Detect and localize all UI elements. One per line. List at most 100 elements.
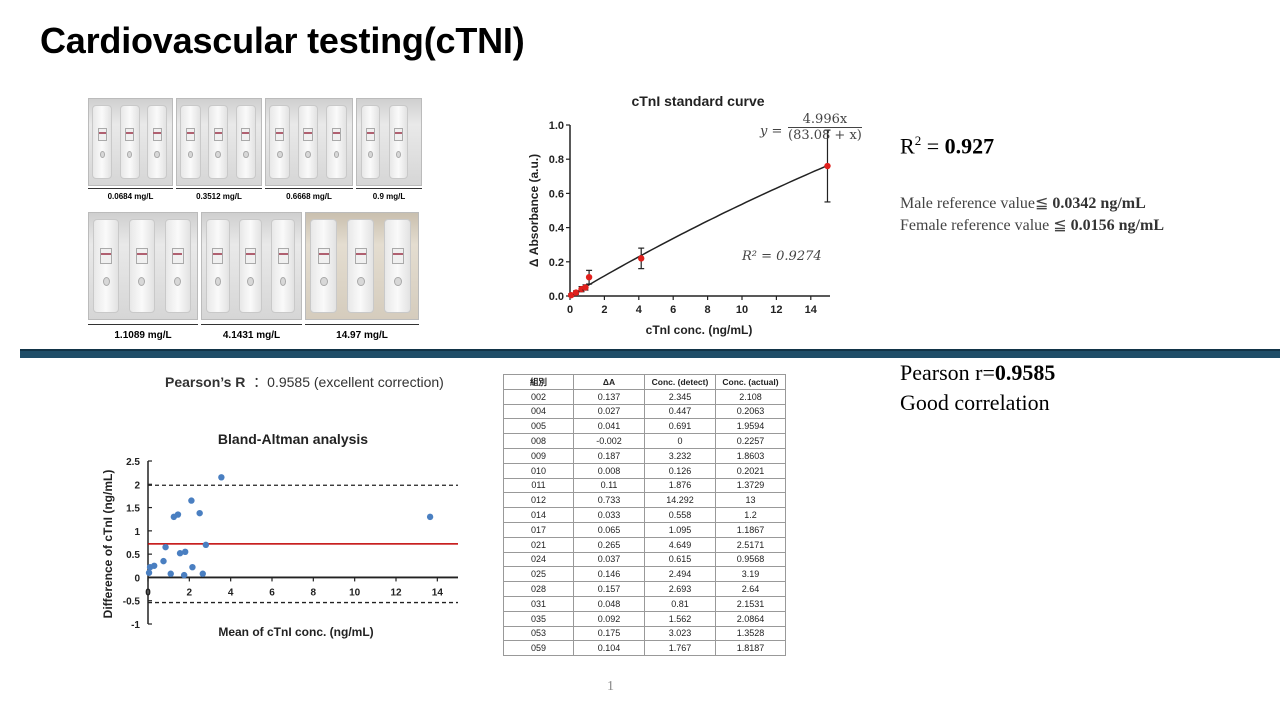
table-row: 017 0.065 1.095 1.1867	[503, 521, 786, 538]
test-strip-photo	[176, 98, 262, 186]
data-point	[188, 497, 195, 504]
photo-label: 0.9 mg/L	[372, 192, 406, 201]
table-row: 053 0.175 3.023 1.3528	[503, 625, 786, 642]
bland-altman-chart: Bland-Altman analysis 2.5 2 1.5 1 0.5 0 -0.5 -1 0…	[101, 431, 458, 639]
photo-cell: 0.9 mg/L	[356, 98, 422, 202]
table-cell: 024	[503, 551, 574, 568]
table-cell: 0.11	[573, 477, 645, 494]
equation-numerator: 4.996x	[788, 112, 862, 128]
table-header: 組別	[503, 374, 574, 390]
table-cell: 2.0864	[715, 610, 786, 627]
photo-cell: 14.97 mg/L	[305, 212, 419, 434]
male-reference-value: 0.0342 ng/mL	[1052, 195, 1146, 212]
table-cell: 028	[503, 581, 574, 597]
photo-cell: 0.3512 mg/L	[176, 98, 262, 202]
table-cell: 0.104	[573, 640, 645, 657]
table-cell: 1.1867	[715, 521, 786, 538]
photo-label: 4.1431 mg/L	[222, 330, 281, 341]
table-cell: 2.1531	[715, 595, 786, 612]
photo-label: 0.3512 mg/L	[196, 192, 242, 201]
table-cell: 2.64	[715, 581, 786, 597]
table-cell: 014	[503, 507, 574, 523]
table-cell: 035	[503, 610, 574, 627]
photo-row-bottom: 1.1089 mg/L 4.1431 mg/L 14.97 mg/L	[88, 212, 419, 434]
y-tick-label: 2	[134, 480, 140, 491]
table-cell: 0.2021	[715, 462, 786, 479]
x-axis-label: cTnI conc. (ng/mL)	[646, 323, 753, 337]
female-reference-value: 0.0156 ng/mL	[1070, 217, 1164, 234]
data-point	[196, 509, 203, 517]
section-divider	[20, 349, 1280, 358]
y-tick-label: 1.0	[549, 120, 564, 132]
table-cell: 0.175	[573, 625, 645, 642]
table-row: 031 0.048 0.81 2.1531	[503, 595, 786, 612]
y-tick-label: 0.6	[549, 188, 564, 200]
photo-cell: 0.0684 mg/L	[88, 98, 173, 202]
photo-cell: 1.1089 mg/L	[88, 212, 198, 434]
equation-fraction: 4.996x (83.08 + x)	[788, 112, 862, 143]
table-cell: -0.002	[573, 433, 645, 449]
pearson-summary: Pearson r=0.9585 Good correlation	[900, 358, 1055, 418]
y-tick-label: 0.8	[549, 154, 564, 166]
x-tick-label: 14	[805, 304, 818, 316]
photo-label: 14.97 mg/L	[336, 330, 388, 341]
table-row: 012 0.733 14.292 13	[503, 492, 786, 509]
table-cell: 021	[503, 536, 574, 553]
chart-title: Bland-Altman analysis	[218, 431, 368, 447]
table-cell: 0.187	[573, 447, 645, 464]
table-cell: 0.033	[573, 507, 645, 523]
table-cell: 0.065	[573, 521, 645, 538]
table-row: 010 0.008 0.126 0.2021	[503, 462, 786, 479]
table-row: 011 0.11 1.876 1.3729	[503, 477, 786, 494]
table-cell: 0.2257	[715, 433, 786, 449]
standard-curve-chart: cTnI standard curve 0.0 0.2 0.4 0.6 0.8 1.0 0 2 4…	[527, 93, 831, 337]
female-reference: Female reference value ≦ 0.0156 ng/mL	[900, 215, 1164, 237]
y-tick-label: 0.5	[126, 550, 140, 561]
table-cell: 0.008	[573, 462, 645, 479]
table-cell: 0.447	[644, 403, 716, 420]
table-cell: 031	[503, 595, 574, 612]
table-row: 004 0.027 0.447 0.2063	[503, 403, 786, 420]
table-cell: 0.146	[573, 566, 645, 583]
x-tick-label: 12	[390, 587, 402, 598]
table-cell: 0.265	[573, 536, 645, 553]
table-cell: 0.092	[573, 610, 645, 627]
table-row: 014 0.033 0.558 1.2	[503, 507, 786, 523]
test-strip-photo	[88, 212, 198, 320]
y-tick-label: 1	[134, 527, 140, 538]
data-point	[568, 291, 575, 299]
table-cell: 008	[503, 433, 574, 449]
y-tick-label: 0.0	[549, 291, 564, 303]
x-axis-label: Mean of cTnI conc. (ng/mL)	[218, 625, 373, 639]
pearson-caption-text: ：0.9585 (excellent correction)	[245, 374, 444, 390]
table-cell: 0.2063	[715, 403, 786, 420]
table-cell: 0.157	[573, 581, 645, 597]
correlation-text: Good correlation	[900, 390, 1050, 415]
x-tick-label: 6	[269, 587, 275, 598]
table-cell: 0.048	[573, 595, 645, 612]
table-cell: 1.095	[644, 521, 716, 538]
data-point	[585, 273, 593, 281]
table-row: 005 0.041 0.691 1.9594	[503, 418, 786, 435]
table-cell: 3.023	[644, 625, 716, 642]
table-cell: 2.345	[644, 388, 716, 405]
x-tick-label: 10	[736, 304, 748, 316]
data-table: 組別 ΔA Conc. (detect) Conc. (actual) 002 0…	[503, 374, 786, 657]
table-cell: 1.562	[644, 610, 716, 627]
table-row: 009 0.187 3.232 1.8603	[503, 447, 786, 464]
table-cell: 1.2	[715, 507, 786, 523]
y-tick-label: -0.5	[123, 597, 141, 608]
x-tick-label: 0	[567, 304, 573, 316]
male-reference: Male reference value≦ 0.0342 ng/mL	[900, 193, 1164, 215]
table-cell: 0.037	[573, 551, 645, 568]
female-reference-label: Female reference value ≦	[900, 217, 1071, 234]
fit-curve	[569, 164, 828, 297]
data-point	[180, 571, 188, 579]
x-tick-label: 0	[145, 587, 151, 598]
photo-label: 1.1089 mg/L	[114, 330, 172, 341]
r2-summary: R2 = 0.927	[900, 133, 994, 159]
data-point	[151, 562, 158, 569]
table-cell: 059	[503, 640, 574, 657]
y-tick-label: 0.2	[549, 257, 564, 269]
table-cell: 3.19	[715, 566, 786, 583]
